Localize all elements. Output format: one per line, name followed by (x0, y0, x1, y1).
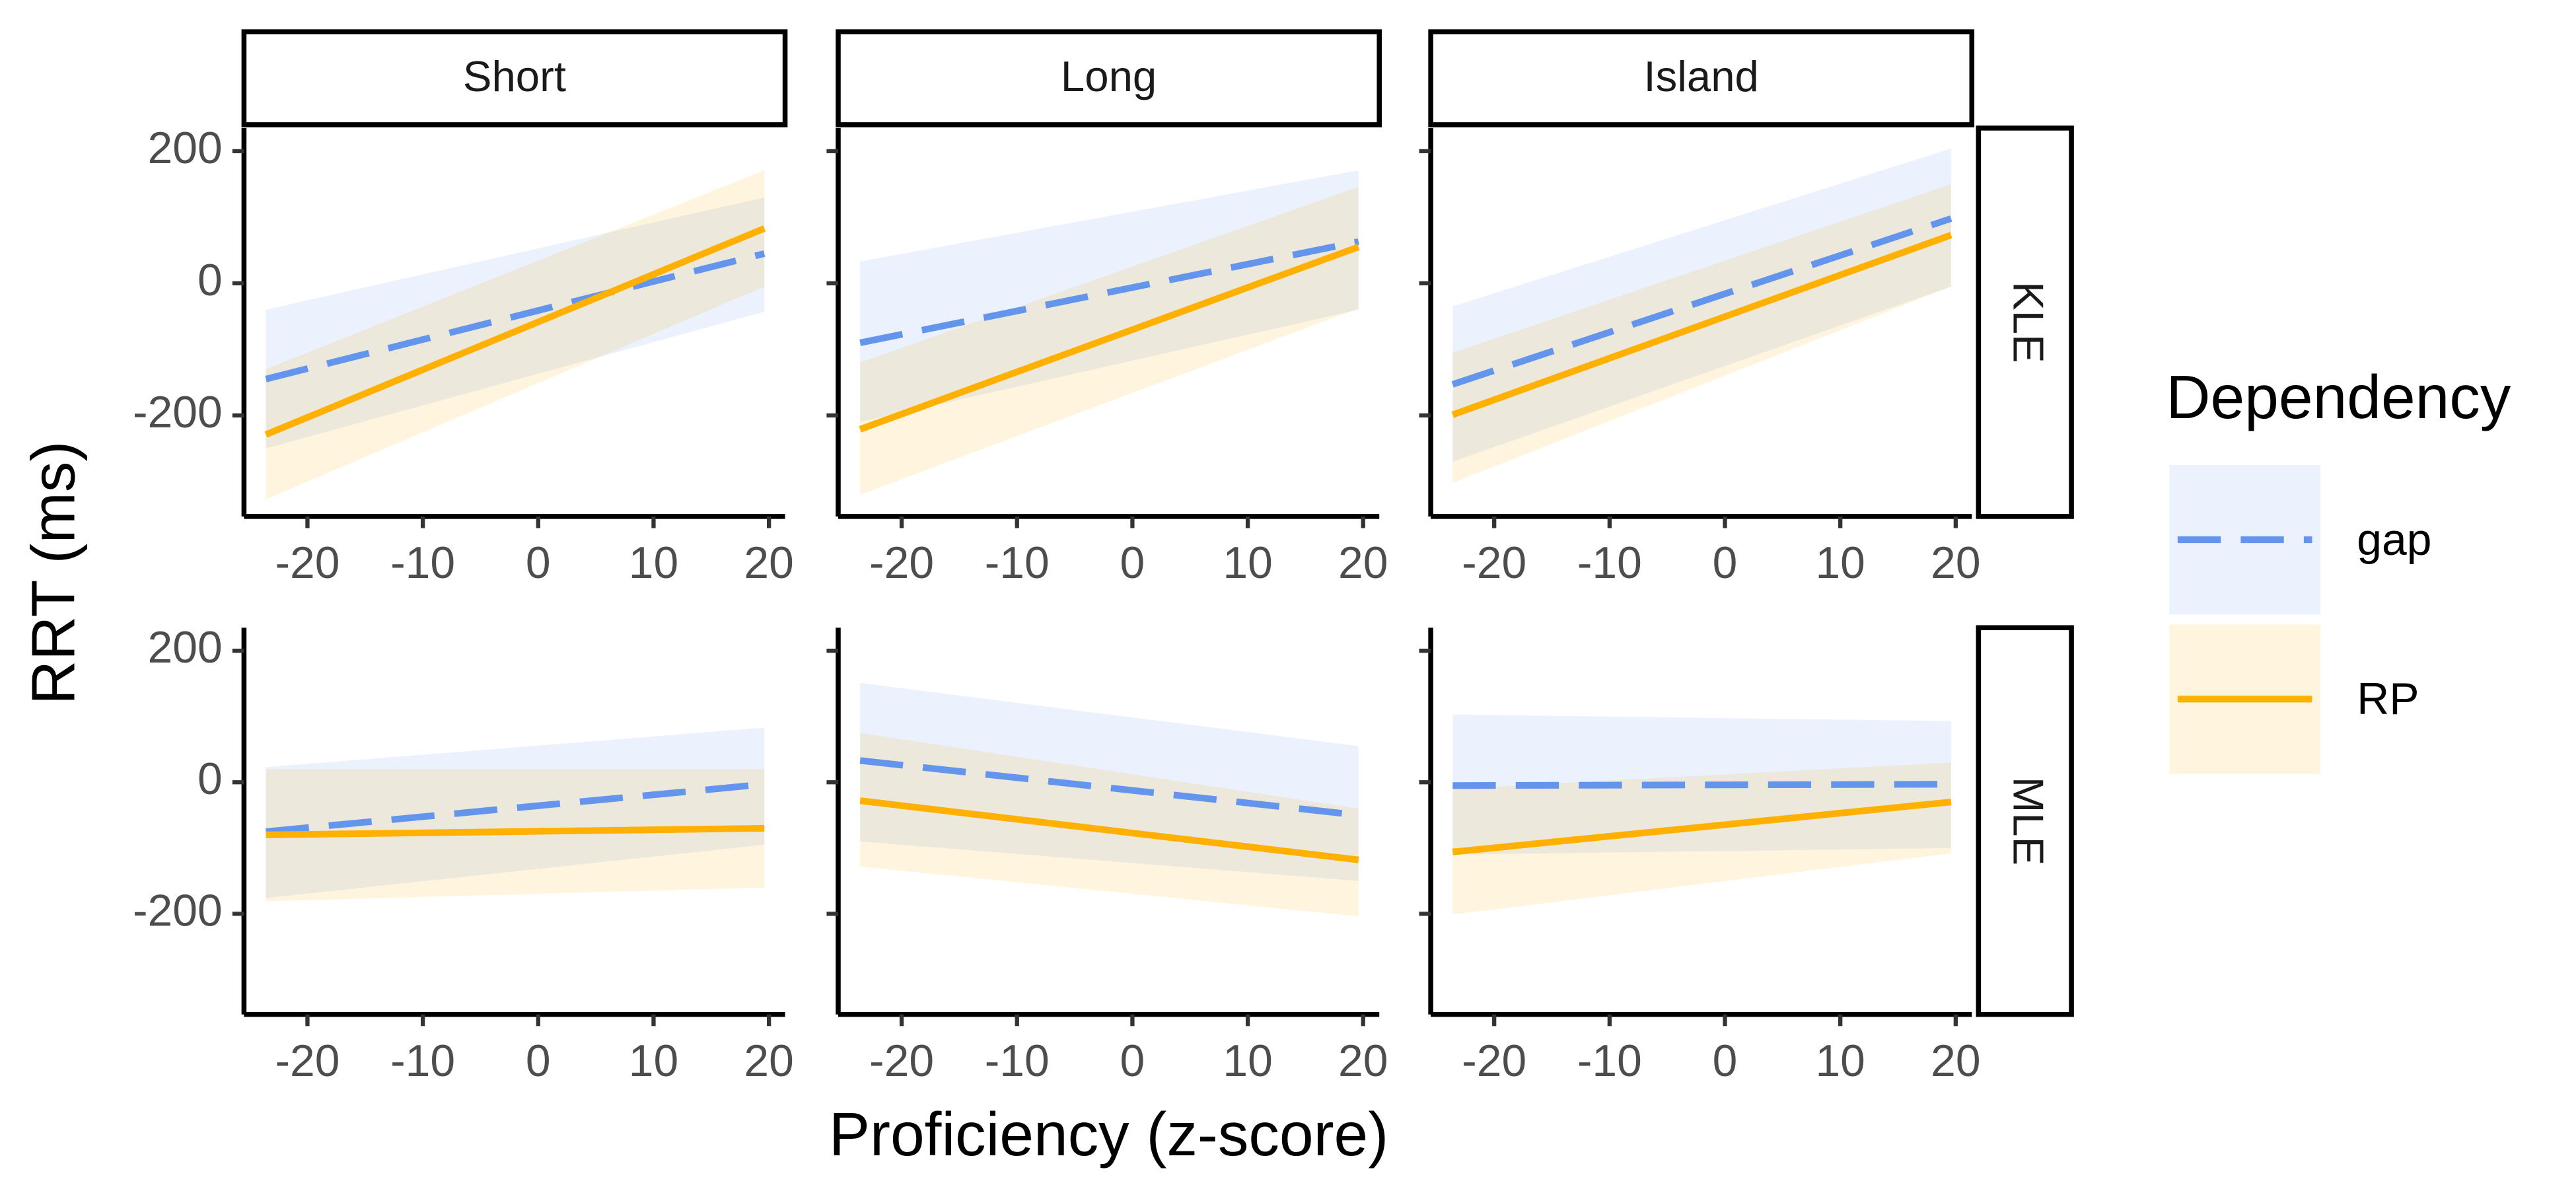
x-tick-label: -10 (390, 538, 455, 588)
x-tick-label: 20 (744, 1036, 793, 1086)
panel-background (244, 628, 785, 1015)
y-tick-label: -200 (133, 388, 223, 437)
strip (836, 29, 1382, 127)
y-axis-title: RRT (ms) (19, 441, 88, 705)
legend-title: Dependency (2166, 363, 2511, 431)
trend-line (859, 244, 1360, 433)
x-tick-label: 10 (629, 1036, 678, 1086)
x-tick-label: 20 (1338, 1036, 1388, 1086)
strip (241, 29, 788, 127)
strip (1976, 126, 2074, 519)
x-tick-label: -10 (390, 1036, 455, 1086)
trend-line (264, 225, 766, 438)
x-tick-label: -20 (275, 538, 340, 588)
x-tick-label: 10 (1815, 538, 1865, 588)
y-tick-label: 200 (148, 124, 223, 173)
x-tick-label: 10 (1815, 1036, 1865, 1086)
strip-label: KLE (2004, 281, 2052, 363)
trend-line (859, 757, 1359, 819)
x-tick-label: -10 (985, 1036, 1050, 1086)
trend-line (1451, 232, 1952, 418)
x-tick-label: 0 (1120, 538, 1145, 588)
x-tick-label: -20 (869, 1036, 934, 1086)
x-tick-label: -20 (1462, 538, 1526, 588)
trend-line (859, 238, 1359, 346)
x-tick-label: -20 (869, 538, 934, 588)
strip-label: Island (1644, 52, 1759, 100)
y-tick-label: -200 (133, 886, 223, 935)
confidence-band (860, 733, 1359, 917)
strip (1428, 29, 1975, 127)
x-tick-label: 0 (526, 538, 551, 588)
trend-line (1452, 799, 1952, 855)
trend-line (1451, 215, 1952, 388)
confidence-band (266, 769, 765, 902)
y-tick-label: 0 (197, 754, 223, 804)
strip (1976, 625, 2074, 1017)
panel-background (838, 127, 1380, 517)
trend-line (266, 781, 765, 835)
y-tick-label: 200 (148, 623, 223, 672)
x-tick-label: 0 (1713, 538, 1738, 588)
trend-line (1452, 781, 1951, 789)
legend-label: gap (2357, 515, 2431, 565)
x-tick-label: 20 (1338, 538, 1388, 588)
strip-label: Short (463, 52, 566, 100)
x-tick-label: -20 (275, 1036, 340, 1086)
x-tick-label: 10 (1223, 1036, 1272, 1086)
x-axis-title: Proficiency (z-score) (829, 1100, 1388, 1169)
strip-label: Long (1061, 52, 1157, 100)
trend-line (266, 824, 765, 838)
y-tick-label: 0 (197, 256, 223, 305)
x-tick-label: 0 (1713, 1036, 1738, 1086)
x-tick-label: -10 (1577, 538, 1642, 588)
x-tick-label: 20 (1931, 538, 1980, 588)
x-tick-label: -20 (1462, 1036, 1526, 1086)
x-tick-label: 0 (1120, 1036, 1145, 1086)
confidence-band (1452, 762, 1951, 915)
confidence-band (860, 682, 1359, 881)
confidence-band (1452, 714, 1951, 855)
x-tick-label: -10 (985, 538, 1050, 588)
strip-label: MLE (2004, 777, 2052, 865)
trend-line (859, 797, 1359, 863)
trend-line (265, 250, 766, 382)
confidence-band (266, 727, 765, 898)
confidence-band (860, 170, 1359, 422)
panel-background (1431, 628, 1972, 1015)
x-tick-label: 10 (629, 538, 678, 588)
x-tick-label: 0 (526, 1036, 551, 1086)
x-tick-label: 10 (1223, 538, 1272, 588)
x-tick-label: 20 (744, 538, 793, 588)
legend-label: RP (2357, 674, 2419, 724)
x-tick-label: 20 (1931, 1036, 1980, 1086)
panel-background (838, 628, 1380, 1015)
confidence-band (1452, 148, 1951, 462)
x-tick-label: -10 (1577, 1036, 1642, 1086)
panel-background (244, 127, 785, 517)
